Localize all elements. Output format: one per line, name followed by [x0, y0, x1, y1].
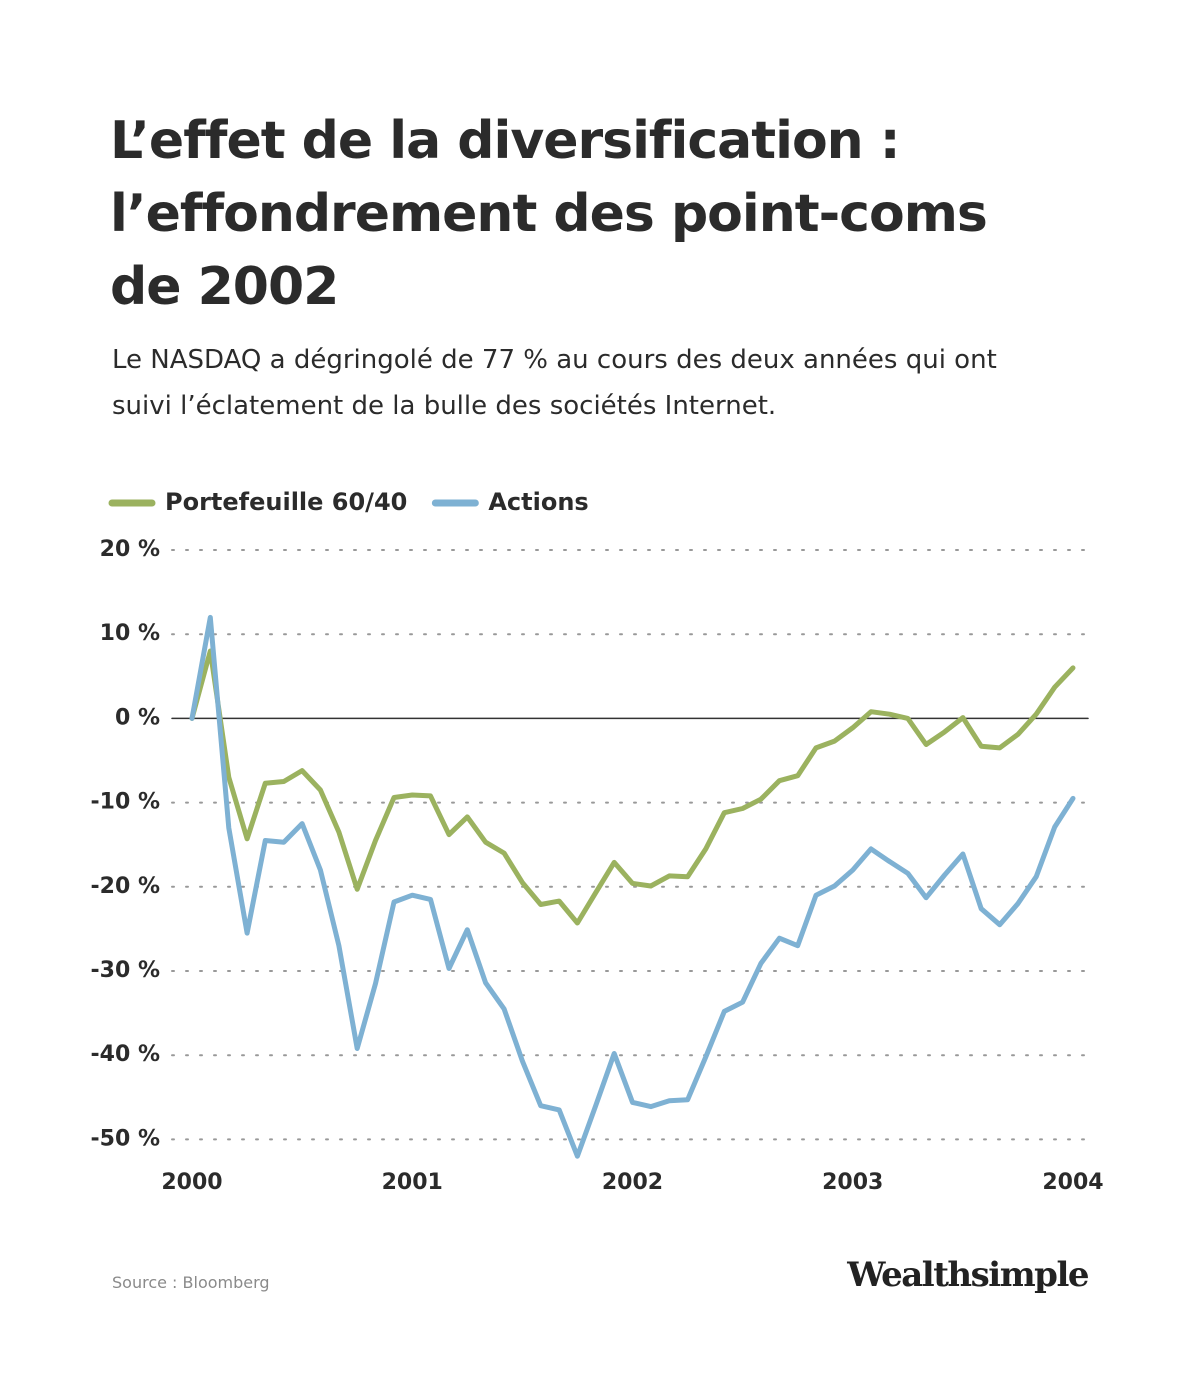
series-line — [189, 648, 1076, 926]
series-line — [189, 614, 1076, 1159]
chart-title: L’effet de la diversification : — [110, 111, 900, 171]
legend-label: Portefeuille 60/40 — [165, 488, 407, 516]
subtitle: suivi l’éclatement de la bulle des socié… — [112, 391, 776, 421]
chart-title: de 2002 — [110, 257, 338, 317]
y-tick-label: 10 % — [100, 621, 160, 646]
y-tick-label: 0 % — [115, 705, 160, 730]
y-tick-label: -20 % — [91, 874, 160, 899]
y-tick-label: -30 % — [91, 958, 160, 983]
chart-title: l’effondrement des point-coms — [110, 184, 987, 244]
y-tick-label: 20 % — [100, 537, 160, 562]
legend-label: Actions — [488, 488, 588, 516]
x-tick-label: 2001 — [382, 1170, 443, 1195]
y-tick-label: -50 % — [91, 1126, 160, 1151]
y-tick-label: -10 % — [91, 790, 160, 815]
x-tick-label: 2004 — [1042, 1170, 1103, 1195]
x-tick-label: 2003 — [822, 1170, 883, 1195]
y-tick-label: -40 % — [91, 1042, 160, 1067]
x-tick-label: 2000 — [161, 1170, 222, 1195]
source: Source : Bloomberg — [112, 1273, 270, 1292]
subtitle: Le NASDAQ a dégringolé de 77 % au cours … — [112, 345, 997, 375]
x-tick-label: 2002 — [602, 1170, 663, 1195]
brand-logo: Wealthsimple — [846, 1255, 1089, 1295]
